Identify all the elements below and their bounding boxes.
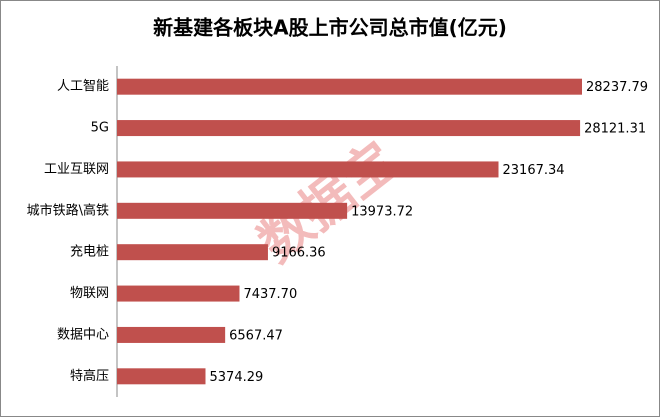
y-tick-label: 充电桩 [70, 244, 109, 260]
y-tick-label: 人工智能 [57, 79, 109, 94]
value-label: 28121.31 [584, 122, 646, 137]
chart-title: 新基建各板块A股上市公司总市值(亿元) [153, 16, 507, 40]
value-label: 13973.72 [351, 204, 413, 219]
bar [117, 202, 348, 219]
value-label: 5374.29 [210, 370, 264, 385]
bar [117, 244, 268, 261]
value-label: 9166.36 [272, 246, 326, 261]
bar [117, 161, 499, 178]
y-tick-label: 数据中心 [57, 327, 109, 342]
value-label: 28237.79 [586, 80, 648, 95]
y-tick-label: 物联网 [70, 286, 109, 301]
value-label: 7437.70 [243, 287, 297, 302]
bar [117, 78, 582, 95]
y-tick-label: 城市铁路\高铁 [27, 202, 109, 218]
bar [117, 285, 240, 302]
y-tick-label: 特高压 [70, 368, 109, 384]
value-label: 6567.47 [229, 328, 283, 343]
bar [117, 120, 581, 137]
y-tick-label: 5G [91, 121, 109, 136]
y-tick-label: 工业互联网 [44, 162, 109, 177]
bar [117, 368, 206, 385]
value-label: 23167.34 [503, 163, 565, 178]
bar [117, 326, 226, 343]
